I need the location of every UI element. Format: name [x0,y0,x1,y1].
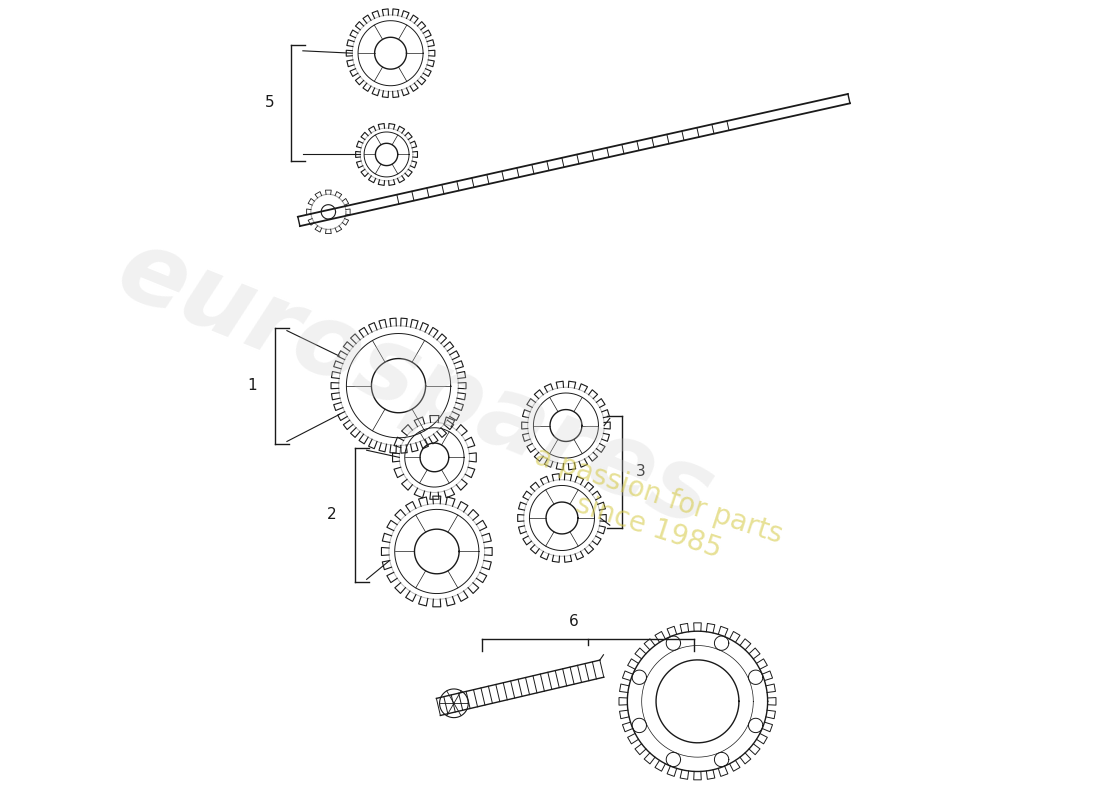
Text: 2: 2 [327,507,337,522]
Text: a passion for parts
since 1985: a passion for parts since 1985 [521,443,786,580]
Text: eurospares: eurospares [103,221,726,547]
Text: 5: 5 [265,95,275,110]
Text: 6: 6 [569,614,579,629]
Text: 1: 1 [248,378,256,393]
Text: 3: 3 [636,464,646,479]
